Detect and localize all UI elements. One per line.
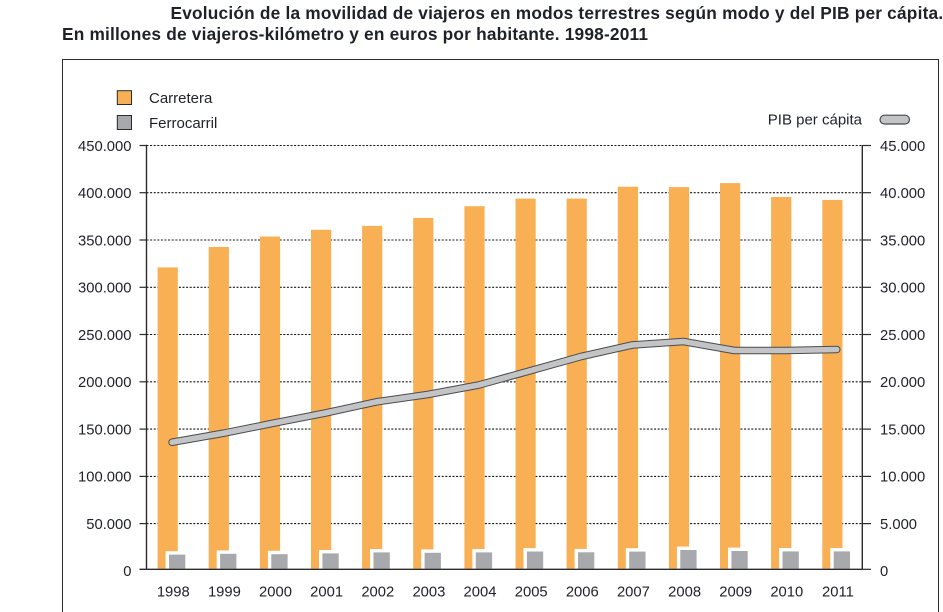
svg-text:2008: 2008	[668, 585, 701, 601]
svg-text:300.000: 300.000	[78, 281, 132, 297]
svg-text:45.000: 45.000	[880, 139, 925, 155]
svg-text:20.000: 20.000	[880, 375, 925, 391]
svg-text:2004: 2004	[464, 585, 497, 601]
svg-text:PIB per cápita: PIB per cápita	[768, 112, 863, 129]
svg-text:350.000: 350.000	[78, 233, 132, 249]
svg-text:50.000: 50.000	[86, 517, 131, 533]
svg-text:2007: 2007	[617, 585, 650, 601]
svg-text:15.000: 15.000	[880, 422, 925, 438]
svg-text:2011: 2011	[822, 585, 854, 601]
svg-text:0: 0	[123, 564, 131, 580]
svg-text:2010: 2010	[770, 585, 803, 601]
svg-text:Carretera: Carretera	[149, 90, 213, 107]
svg-text:30.000: 30.000	[880, 281, 925, 297]
svg-text:40.000: 40.000	[880, 186, 925, 202]
svg-text:1998: 1998	[157, 585, 190, 601]
svg-text:2009: 2009	[719, 585, 752, 601]
svg-text:2002: 2002	[361, 585, 394, 601]
svg-text:25.000: 25.000	[880, 328, 925, 344]
svg-text:450.000: 450.000	[78, 139, 132, 155]
svg-text:2000: 2000	[259, 585, 292, 601]
svg-text:150.000: 150.000	[78, 422, 132, 438]
svg-text:2001: 2001	[310, 585, 343, 601]
svg-text:10.000: 10.000	[880, 470, 925, 486]
svg-text:1999: 1999	[208, 585, 241, 601]
svg-text:0: 0	[880, 564, 888, 580]
svg-text:250.000: 250.000	[78, 328, 132, 344]
svg-text:2003: 2003	[412, 585, 445, 601]
svg-text:Ferrocarril: Ferrocarril	[149, 115, 217, 132]
svg-text:200.000: 200.000	[78, 375, 132, 391]
svg-text:5.000: 5.000	[880, 517, 917, 533]
svg-text:100.000: 100.000	[78, 470, 132, 486]
svg-text:35.000: 35.000	[880, 233, 925, 249]
svg-text:2005: 2005	[515, 585, 548, 601]
svg-text:400.000: 400.000	[78, 186, 132, 202]
svg-text:2006: 2006	[566, 585, 599, 601]
